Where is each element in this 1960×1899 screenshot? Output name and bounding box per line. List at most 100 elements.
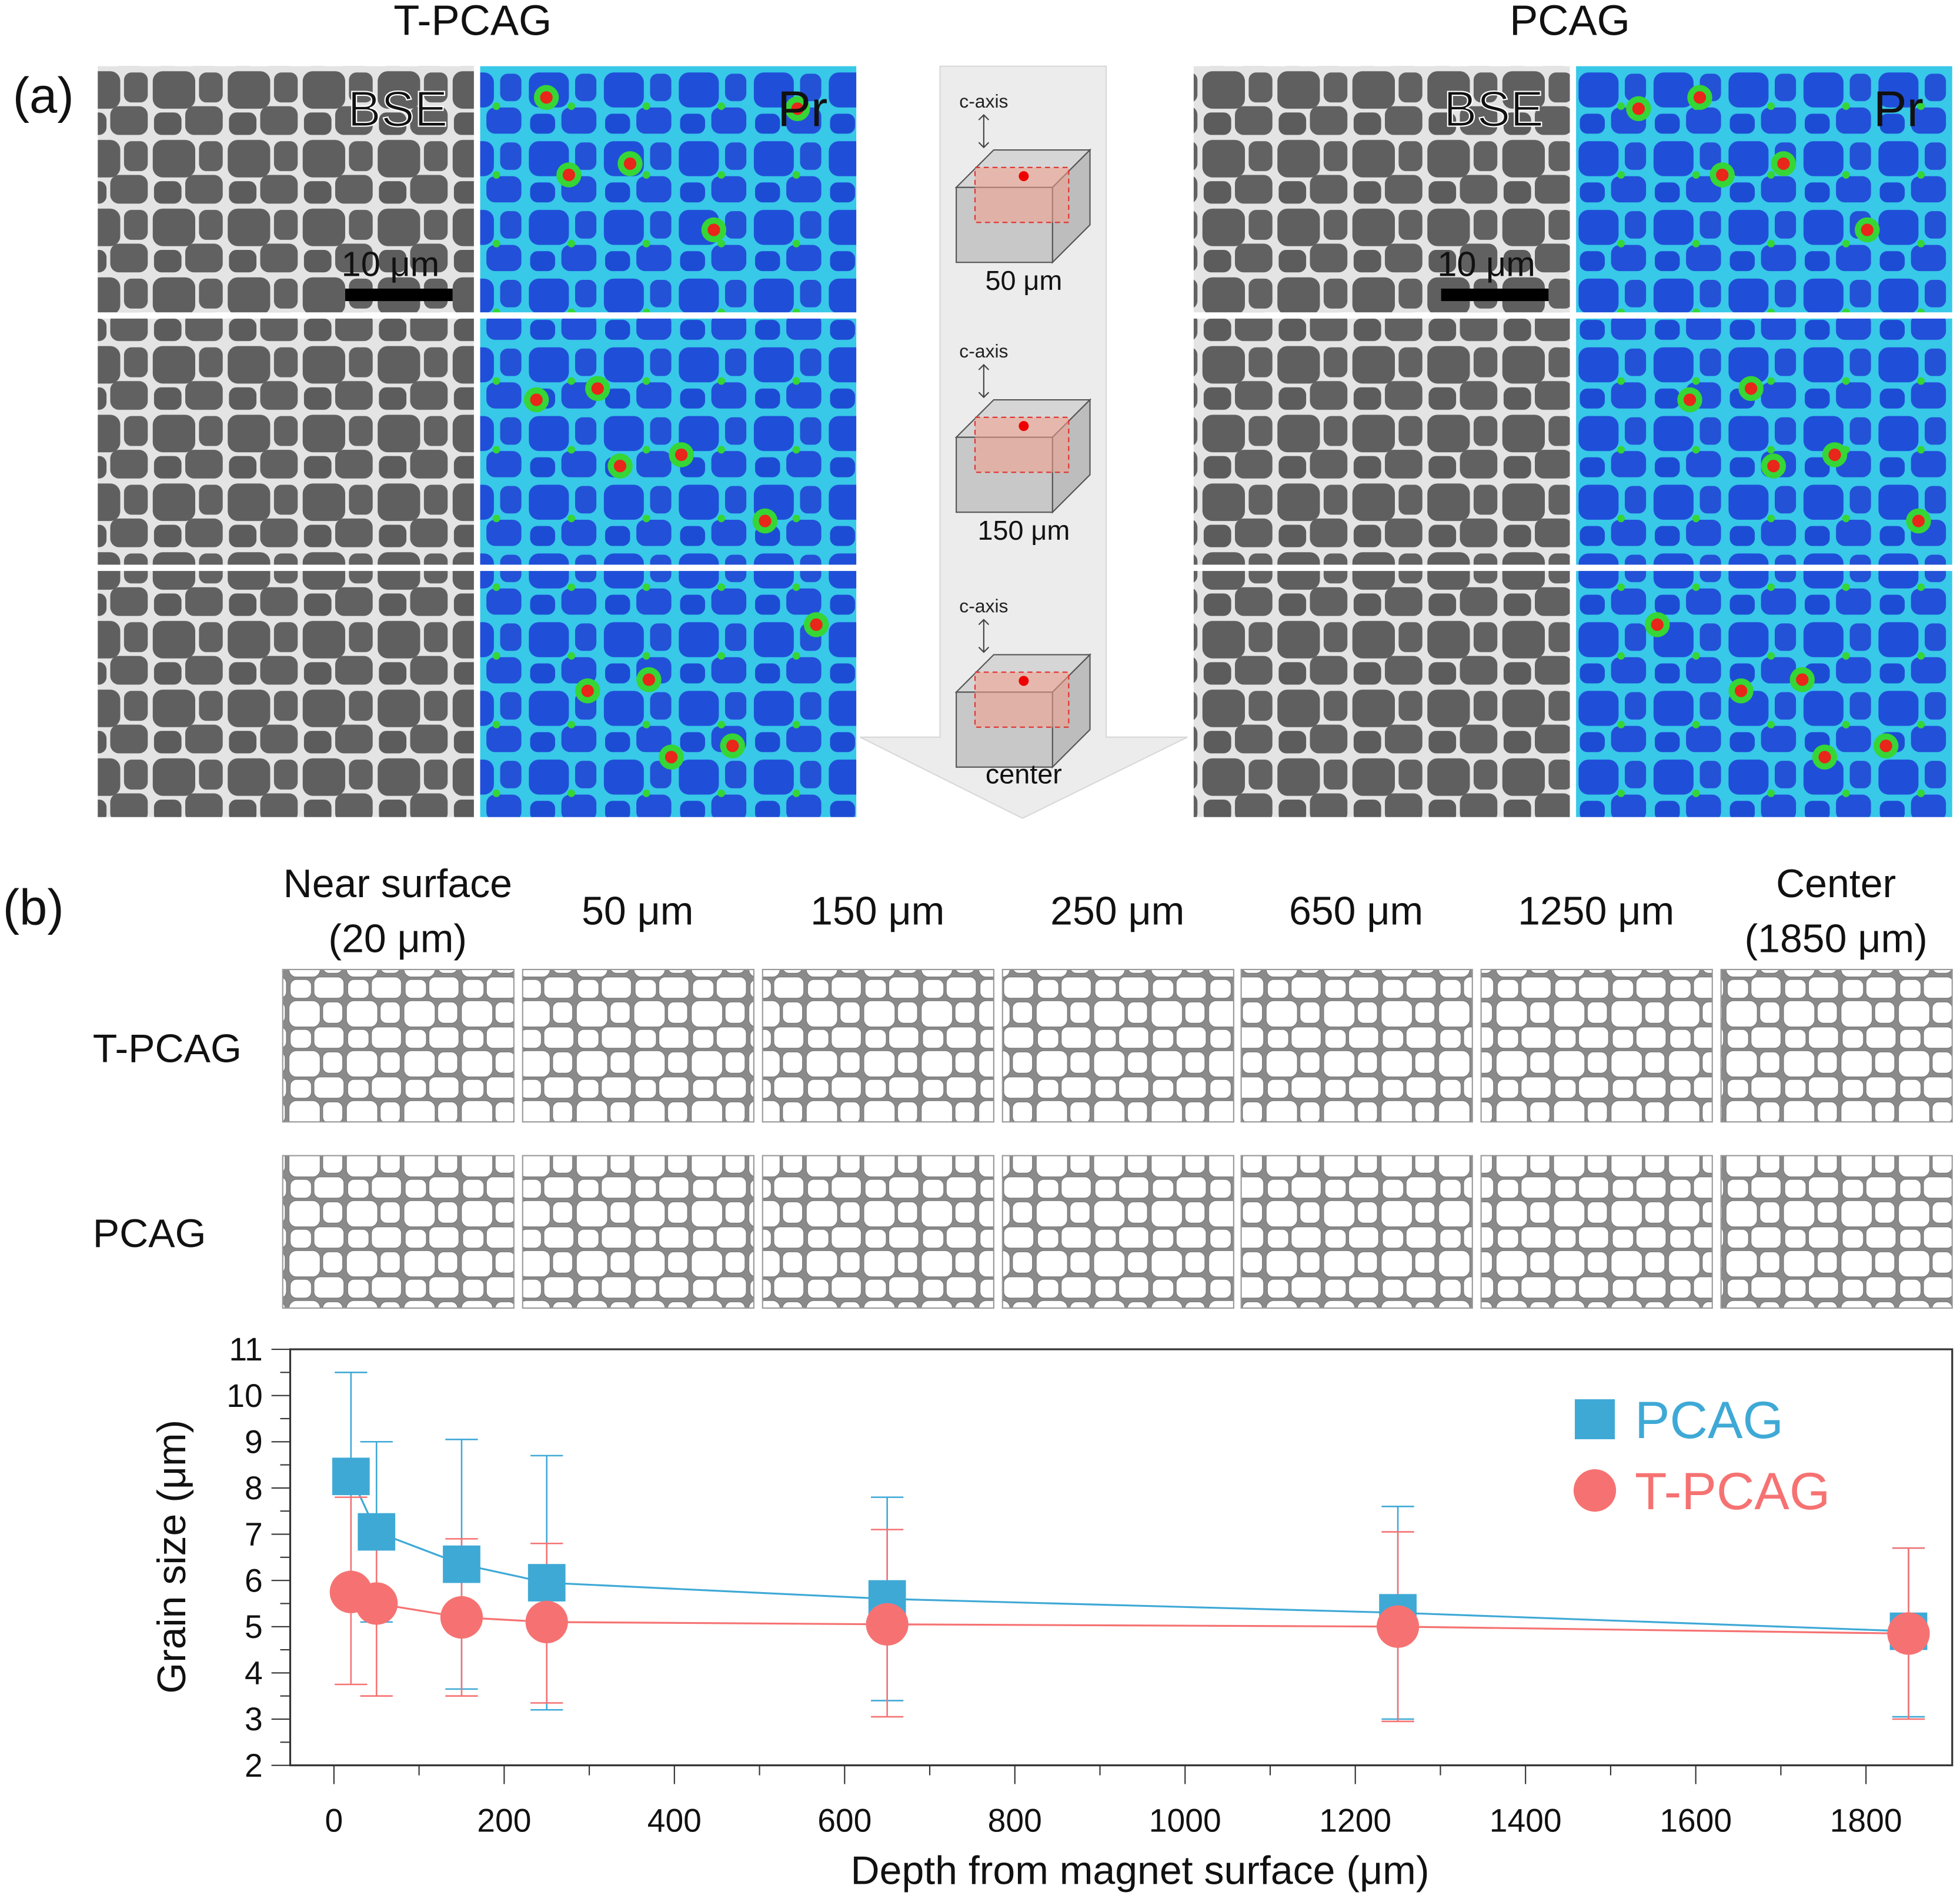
bse-micrograph [98,571,474,817]
column-header: 50 μm [582,889,693,934]
pr-rich-spot [1735,684,1748,697]
y-tick-label: 10 [226,1378,262,1414]
bse-label: BSE [1444,82,1544,138]
pr-rich-spot [675,448,688,462]
pr-rich-spot [1796,673,1809,686]
pr-rich-spot [1861,223,1874,236]
pr-rich-spot [530,393,543,406]
grain-boundary-map [1240,1155,1473,1309]
x-tick-label: 400 [647,1802,702,1838]
depth-label: 50 μm [985,265,1062,296]
scale-bar-label: 10 μm [342,245,440,284]
y-tick-label: 4 [245,1655,263,1691]
pr-rich-spot [623,157,637,170]
x-axis-label: Depth from magnet surface (μm) [851,1848,1430,1893]
legend-circle-icon [1573,1469,1617,1512]
grain-size-chart: Depth from magnet surface (μm) Grain siz… [149,1331,1954,1893]
data-point-pcag [443,1545,480,1583]
legend: PCAG T-PCAG [1573,1390,1830,1520]
pr-micrograph [1576,318,1952,565]
grain-boundary-map [522,1155,754,1309]
y-tick-label: 3 [245,1701,263,1737]
left-title: T-PCAG [393,0,552,45]
grain-maps: Near surface (20 μm) 50 μm 150 μm 250 μm 650 … [93,861,1953,1309]
x-tick-label: 600 [817,1802,872,1838]
panel-a-label: (a) [13,68,74,123]
pr-rich-spot [759,514,772,527]
y-tick-label: 7 [245,1516,263,1553]
grain-boundary-map [1720,968,1953,1123]
c-axis-arrow-icon [978,113,990,149]
position-dot-icon [1019,171,1029,182]
c-axis-label: c-axis [959,91,1008,112]
x-tick-label: 0 [325,1802,343,1838]
pr-rich-spot [1683,393,1697,406]
sample-cube-schematic: c-axis center [954,595,1092,789]
x-tick-label: 1000 [1149,1802,1221,1838]
data-point-pcag [527,1564,566,1602]
y-tick-label: 6 [245,1562,263,1599]
pr-rich-spot [613,460,627,473]
pr-rich-spot [591,382,604,395]
x-tick-label: 1200 [1319,1802,1391,1838]
grain-boundary-map [1480,968,1713,1123]
column-header: Near surface [283,861,512,906]
pr-micrograph [1576,571,1952,817]
bse-micrograph [98,318,474,565]
bse-label: BSE [348,82,448,138]
grain-boundary-map [1240,968,1473,1123]
pr-rich-spot [1879,740,1892,753]
position-dot-icon [1019,421,1029,432]
bse-micrograph [1193,571,1570,817]
data-point-t-pcag [1887,1612,1930,1655]
pr-rich-spot [1693,91,1707,104]
series-line-t-pcag [350,1591,1909,1635]
column-header: 250 μm [1050,889,1184,934]
column-header-sub: (20 μm) [328,916,467,961]
pr-rich-spot [1745,382,1758,395]
column-header-sub: (1850 μm) [1744,916,1927,961]
pr-rich-spot [581,684,594,697]
pr-rich-spot [642,673,655,686]
y-tick-label: 5 [245,1609,263,1645]
row-label: T-PCAG [93,1026,242,1071]
c-axis-arrow-icon [978,363,990,399]
data-point-t-pcag [525,1600,568,1644]
data-point-pcag [358,1513,396,1551]
legend-label: T-PCAG [1635,1462,1830,1520]
x-tick-label: 1800 [1830,1802,1902,1838]
pr-rich-spot [1716,168,1729,182]
column-header: 650 μm [1289,889,1423,934]
column-header: 1250 μm [1518,889,1674,934]
depth-schematic: c-axis 50 μm c-axis 150 μm c-axis center [860,65,1188,820]
sample-cube-schematic: c-axis 50 μm [954,91,1092,296]
micrograph-grid: BSE 10 μm Pr BSE 10 μm Pr [98,66,1952,817]
y-axis-label: Grain size (μm) [149,1420,194,1694]
scale-bar [1441,288,1549,302]
pr-rich-spot [1777,157,1790,170]
row-label: PCAG [93,1211,206,1256]
pr-rich-spot [1651,618,1664,631]
y-tick-label: 9 [245,1423,263,1460]
grain-boundary-map [1720,1155,1953,1309]
data-point-t-pcag [866,1603,909,1646]
pr-rich-spot [1818,751,1831,764]
panel-b-label: (b) [3,880,64,936]
pr-rich-spot [1828,448,1841,462]
pr-rich-spot [707,223,720,236]
grain-boundary-map [522,968,754,1123]
sample-cube-schematic: c-axis 150 μm [954,340,1092,546]
grain-boundary-map [282,1155,515,1309]
x-tick-label: 1400 [1490,1802,1562,1838]
bse-micrograph [1193,66,1570,313]
c-axis-arrow-icon [978,618,990,653]
scale-bar [345,288,453,302]
pr-rich-spot [1912,514,1925,527]
data-point-t-pcag [1376,1605,1420,1648]
grain-boundary-map [1001,1155,1234,1309]
x-tick-label: 1600 [1660,1802,1732,1838]
grain-boundary-map [1480,1155,1713,1309]
pr-label: Pr [777,82,827,138]
x-tick-label: 200 [477,1802,531,1838]
